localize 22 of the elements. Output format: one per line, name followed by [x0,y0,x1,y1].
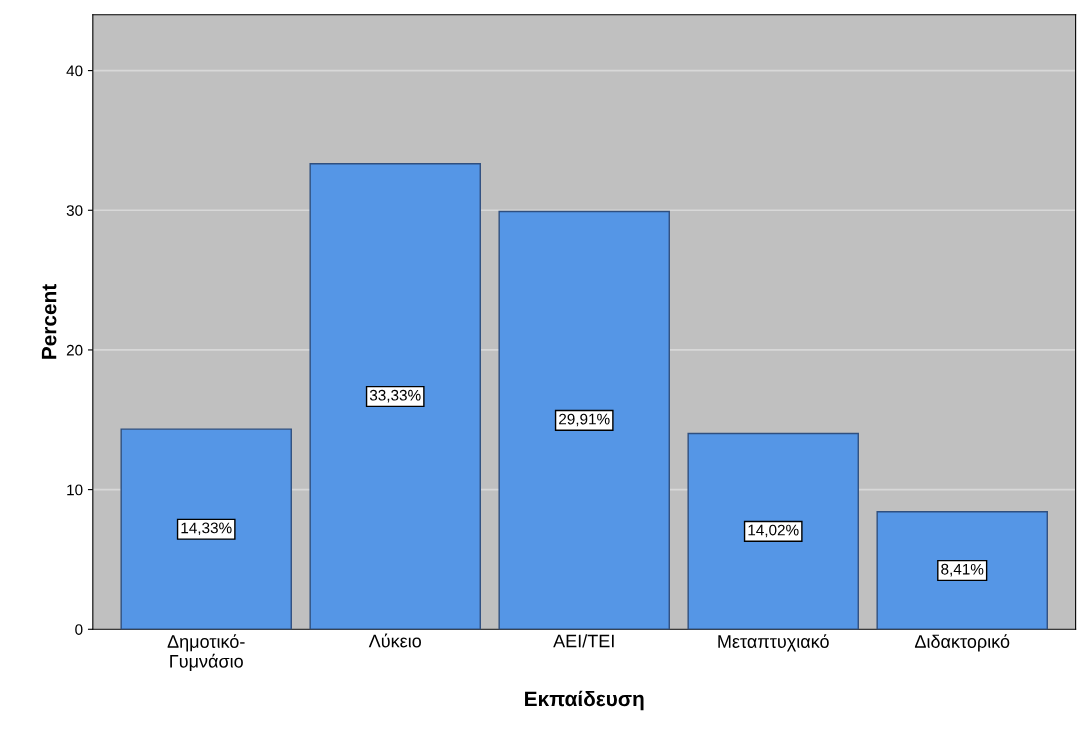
data-label: 14,33% [181,522,232,536]
x-tick-label: Δημοτικό- Γυμνάσιο [167,634,245,671]
y-tick-label: 20 [66,344,83,356]
y-tick-label: 40 [66,65,83,77]
y-tick-label: 0 [75,624,83,635]
x-tick-label: ΑΕΙ/ΤΕΙ [553,634,614,648]
bar [309,163,481,630]
x-tick-label: Διδακτορικό [914,634,1010,652]
y-axis-title: Percent [41,284,57,359]
x-axis-title: Εκπαίδευση [525,690,644,711]
bar [687,432,859,630]
data-label: 14,02% [748,524,799,538]
x-tick-label: Μεταπτυχιακό [718,634,829,652]
bar [120,428,292,630]
data-label: 8,41% [941,563,984,577]
x-tick-label: Λύκειο [368,633,421,648]
bar [876,511,1048,630]
data-label: 29,91% [559,413,610,427]
y-tick-label: 10 [67,484,83,496]
y-tick-label: 30 [66,205,83,216]
bar [498,210,670,630]
data-label: 33,33% [369,389,421,403]
